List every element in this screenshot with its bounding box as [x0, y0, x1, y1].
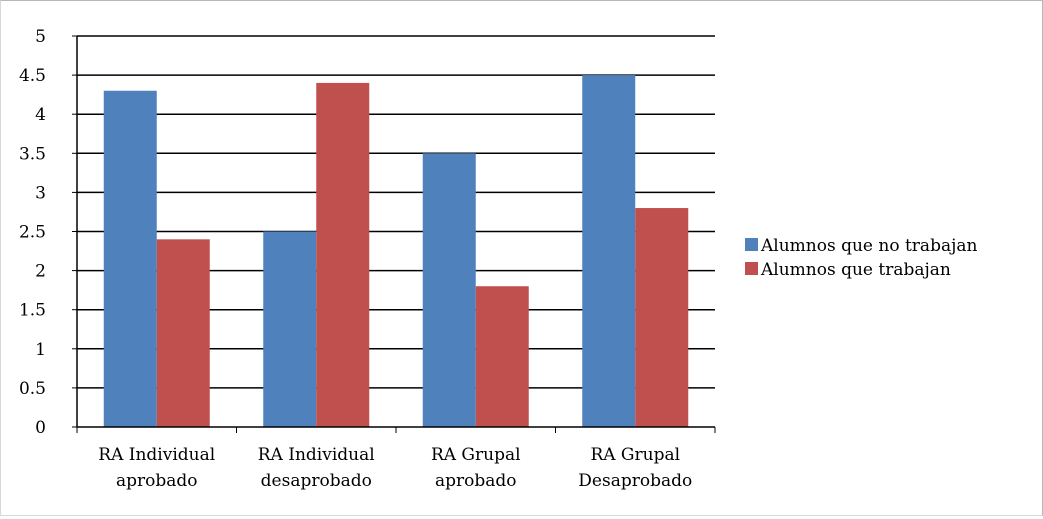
y-tick-label: 1: [35, 340, 46, 360]
y-tick-label: 4: [35, 105, 46, 125]
legend: Alumnos que no trabajan Alumnos que traba…: [745, 236, 977, 280]
bar: [635, 208, 689, 427]
tick-labels: 0 0.5 1 1.5 2 2.5 3 3.5 4 4.5 5 RA Individual aproba…: [19, 27, 692, 491]
y-tick-label: 2: [35, 262, 46, 282]
x-tick-label: RA Grupal: [590, 445, 680, 465]
y-tick-label: 2.5: [19, 223, 46, 243]
x-tick-label: aprobado: [435, 471, 517, 491]
bar: [103, 90, 157, 428]
x-tick-label: RA Individual: [98, 445, 215, 465]
bar: [263, 231, 317, 427]
bar: [156, 239, 210, 427]
y-tick-label: 3: [35, 183, 46, 203]
y-tick-label: 5: [35, 27, 46, 47]
y-tick-label: 0.5: [19, 379, 46, 399]
bar: [316, 82, 370, 428]
bar: [582, 75, 636, 427]
y-tick-label: 4.5: [19, 66, 46, 86]
legend-label: Alumnos que no trabajan: [760, 236, 977, 256]
x-tick-label: Desaprobado: [578, 471, 692, 491]
x-tick-label: aprobado: [116, 471, 198, 491]
legend-swatch: [745, 238, 758, 251]
legend-swatch: [745, 262, 758, 275]
x-tick-label: RA Grupal: [431, 445, 521, 465]
x-tick-label: desaprobado: [261, 471, 372, 491]
legend-label: Alumnos que trabajan: [760, 260, 951, 280]
y-tick-label: 1.5: [19, 301, 46, 321]
x-tick-label: RA Individual: [258, 445, 375, 465]
y-tick-label: 3.5: [19, 144, 46, 164]
bar: [422, 153, 476, 428]
bars: [103, 75, 689, 428]
axes: [72, 35, 716, 433]
bar: [475, 286, 529, 427]
y-tick-label: 0: [35, 418, 46, 438]
